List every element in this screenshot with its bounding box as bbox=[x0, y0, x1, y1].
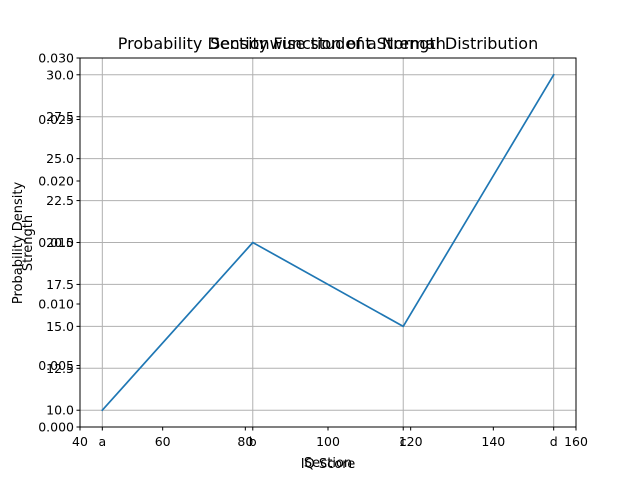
series-layer bbox=[101, 73, 555, 412]
x-category-label: a bbox=[98, 434, 106, 449]
y-tick-label: 0.010 bbox=[38, 297, 74, 312]
x-tick-label: 80 bbox=[237, 434, 253, 449]
x-category-label: c bbox=[400, 434, 407, 449]
y-tick-label: 27.5 bbox=[46, 109, 74, 124]
y-tick-label: 10.0 bbox=[46, 403, 74, 418]
x-tick-label: 140 bbox=[481, 434, 505, 449]
y-tick-label: 20.0 bbox=[46, 235, 74, 250]
chart-title-2: Sectionwise student Strength bbox=[210, 34, 446, 53]
y-tick-label: 15.0 bbox=[46, 319, 74, 334]
y-tick-label: 25.0 bbox=[46, 151, 74, 166]
y-tick-label: 0.005 bbox=[38, 358, 74, 373]
y-tick-label: 17.5 bbox=[46, 277, 74, 292]
y-tick-label: 0.025 bbox=[38, 112, 74, 127]
y-axis-label-1: Probability Density bbox=[11, 182, 26, 305]
y-tick-label: 0.000 bbox=[38, 420, 74, 435]
y-tick-label: 0.020 bbox=[38, 174, 74, 189]
x-axis-label-2: Section bbox=[304, 456, 352, 471]
x-tick-label: 120 bbox=[399, 434, 423, 449]
y-tick-label: 22.5 bbox=[46, 193, 74, 208]
x-tick-label: 160 bbox=[564, 434, 588, 449]
y-tick-label: 30.0 bbox=[46, 67, 74, 82]
grid-layer bbox=[80, 58, 576, 427]
x-category-label: b bbox=[249, 434, 257, 449]
y-tick-label: 0.030 bbox=[38, 51, 74, 66]
y-tick-label: 12.5 bbox=[46, 361, 74, 376]
y-tick-label: 0.015 bbox=[38, 235, 74, 250]
chart-title-1: Probability Density Function of a Normal… bbox=[118, 34, 538, 53]
x-category-label: d bbox=[550, 434, 558, 449]
x-tick-label: 40 bbox=[72, 434, 88, 449]
tick-layer: 40 60 80 100 120 140 160 0.000 0.005 0.010 0.015 0.… bbox=[38, 51, 588, 450]
strength-line bbox=[101, 73, 555, 412]
x-axis-label-1: IQ Score bbox=[301, 457, 356, 472]
x-tick-label: 60 bbox=[155, 434, 171, 449]
x-tick-label: 100 bbox=[316, 434, 340, 449]
y-axis-label-2: Strength bbox=[21, 215, 36, 271]
